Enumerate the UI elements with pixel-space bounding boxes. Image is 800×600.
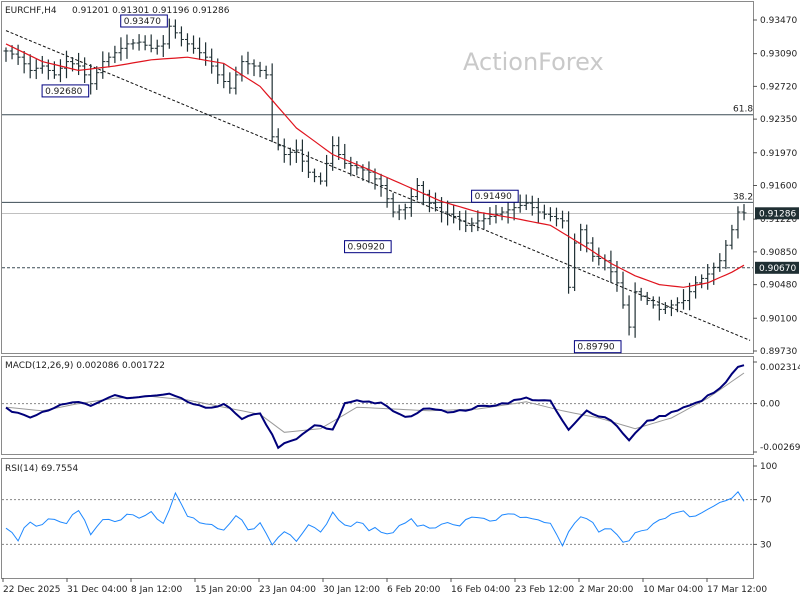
moving-average-line xyxy=(5,43,745,288)
descending-trendline xyxy=(5,30,751,341)
price-annotation-box-2 xyxy=(344,240,392,254)
price-tick-label: 0.92720 xyxy=(760,82,797,92)
price-tick-label: 0.91600 xyxy=(760,182,797,192)
rsi-tick-label: 30 xyxy=(760,540,772,550)
level-price-tag-label: 0.90670 xyxy=(759,264,796,274)
x-tick-label: 16 Feb 04:00 xyxy=(451,585,510,595)
price-annotation-label-2: 0.90920 xyxy=(348,243,385,253)
current-price-tag xyxy=(755,207,799,220)
price-annotation-box-3 xyxy=(471,189,519,203)
x-tick-label: 22 Dec 2025 xyxy=(3,585,61,595)
chart-ohlc: 0.91201 0.91301 0.91196 0.91286 xyxy=(72,6,230,16)
price-annotation-box-4 xyxy=(573,340,622,354)
watermark-logo: ActionForex xyxy=(463,48,604,76)
price-annotation-label-3: 0.91490 xyxy=(475,192,512,202)
current-price-tag-label: 0.91286 xyxy=(759,209,796,219)
macd-tick-label: 0.00 xyxy=(760,400,780,410)
x-tick-label: 2 Mar 20:00 xyxy=(579,585,634,595)
x-tick-label: 6 Feb 20:00 xyxy=(387,585,441,595)
price-pane[interactable] xyxy=(1,1,754,354)
x-tick-label: 23 Feb 12:00 xyxy=(515,585,574,595)
fib-level-label-0: 61.8 xyxy=(733,105,753,115)
x-tick-label: 30 Jan 12:00 xyxy=(323,585,380,595)
chart-symbol: EURCHF,H4 xyxy=(5,6,57,16)
x-tick-label: 17 Mar 12:00 xyxy=(707,585,767,595)
macd-pane[interactable] xyxy=(1,356,754,455)
x-tick-label: 8 Jan 12:00 xyxy=(131,585,183,595)
price-tick-label: 0.90850 xyxy=(760,248,797,258)
macd-tick-label: 0.002314 xyxy=(760,363,800,373)
x-tick-label: 31 Dec 04:00 xyxy=(67,585,128,595)
x-tick-label: 23 Jan 04:00 xyxy=(259,585,316,595)
fib-level-label-1: 38.2 xyxy=(733,192,753,202)
price-tick-label: 0.91970 xyxy=(760,149,797,159)
price-annotation-label-1: 0.92680 xyxy=(45,87,82,97)
rsi-title: RSI(14) 69.7554 xyxy=(5,464,78,474)
level-price-tag xyxy=(755,261,799,274)
price-annotation-box-1 xyxy=(41,84,90,98)
price-annotation-label-4: 0.89790 xyxy=(577,343,614,353)
macd-line xyxy=(5,364,745,450)
price-tick-label: 0.90100 xyxy=(760,314,797,324)
price-tick-label: 0.89730 xyxy=(760,347,797,357)
price-tick-label: 0.92350 xyxy=(760,115,797,125)
macd-title: MACD(12,26,9) 0.002086 0.001722 xyxy=(5,361,165,371)
macd-tick-label: -0.002695 xyxy=(760,443,800,453)
x-tick-label: 15 Jan 20:00 xyxy=(195,585,252,595)
price-annotation-box-0 xyxy=(120,14,168,28)
rsi-line xyxy=(5,490,745,547)
rsi-pane[interactable] xyxy=(1,458,754,579)
x-tick-label: 10 Mar 04:00 xyxy=(643,585,703,595)
price-annotation-label-0: 0.93470 xyxy=(124,17,161,27)
price-tick-label: 0.90480 xyxy=(760,281,797,291)
price-tick-label: 0.93470 xyxy=(760,16,797,26)
rsi-tick-label: 100 xyxy=(760,462,777,472)
rsi-tick-label: 70 xyxy=(760,496,772,506)
price-tick-label: 0.93090 xyxy=(760,50,797,60)
price-tick-label: 0.91220 xyxy=(760,215,797,225)
